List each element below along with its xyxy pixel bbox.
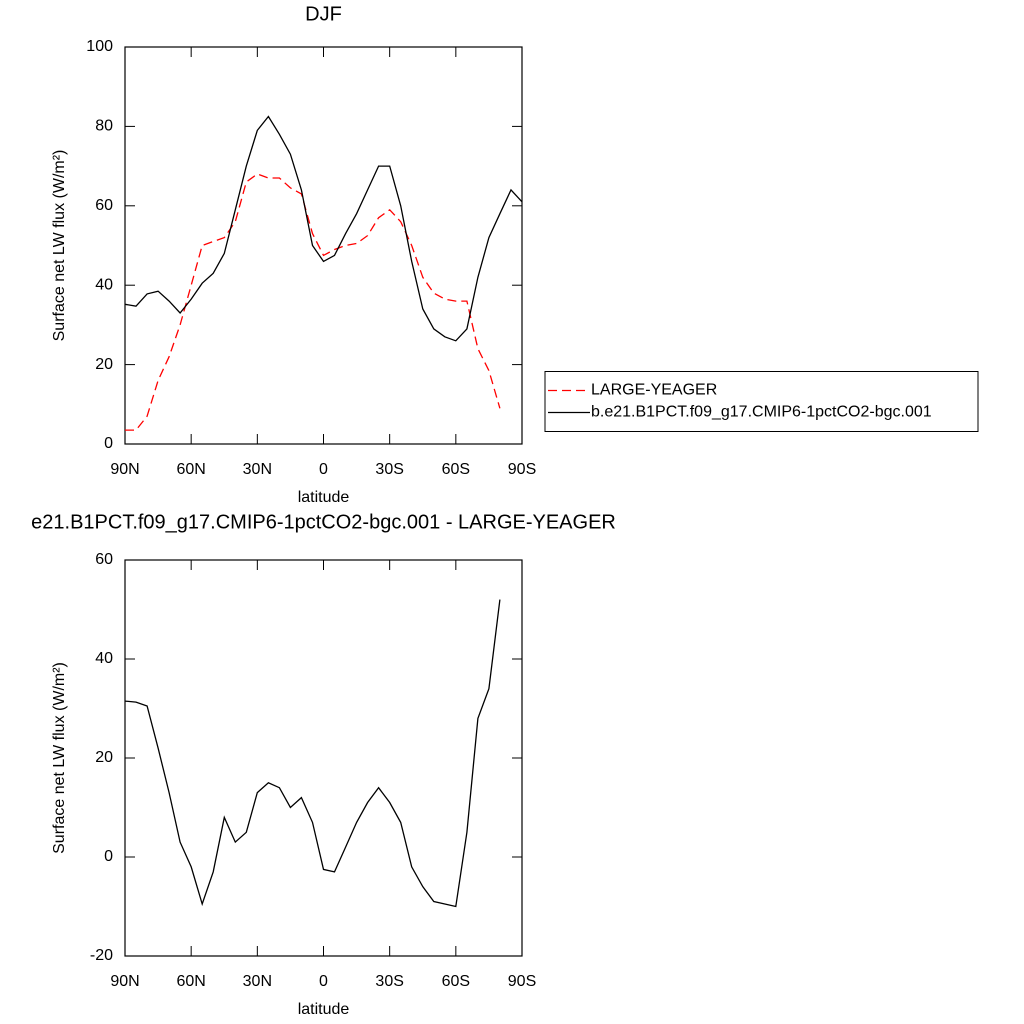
y-tick-label: 20 [95,356,113,373]
x-axis-label: latitude [298,489,350,506]
data-line [125,173,501,431]
y-tick-label: 100 [86,38,113,55]
chart-title: DJF [305,3,342,25]
x-tick-label: 90S [508,973,536,990]
legend-label: b.e21.B1PCT.f09_g17.CMIP6-1pctCO2-bgc.00… [591,404,932,421]
x-tick-label: 30N [243,461,272,478]
y-tick-label: 0 [104,848,113,865]
plot-frame [124,559,523,957]
x-tick-label: 30S [375,461,403,478]
x-tick-label: 60S [442,461,470,478]
x-axis-label: latitude [298,1001,350,1018]
y-axis-label: Surface net LW flux (W/m²) [51,662,68,854]
x-tick-label: 60N [176,461,205,478]
x-tick-label: 30N [243,973,272,990]
y-tick-label: 0 [104,435,113,452]
chart-title: e21.B1PCT.f09_g17.CMIP6-1pctCO2-bgc.001 … [31,511,616,533]
y-tick-label: 40 [95,276,113,293]
legend: LARGE-YEAGER b.e21.B1PCT.f09_g17.CMIP6-1p… [544,371,979,432]
data-line [124,599,501,908]
y-tick-label: 20 [95,749,113,766]
y-tick-label: 40 [95,650,113,667]
x-tick-label: 90N [110,461,139,478]
plot-frame [124,46,523,445]
x-tick-label: 60S [442,973,470,990]
legend-box [544,371,979,432]
y-tick-label: 80 [95,118,113,135]
x-tick-label: 90S [508,461,536,478]
y-tick-label: 60 [95,551,113,568]
y-tick-label: -20 [90,947,113,964]
x-tick-label: 0 [319,461,328,478]
legend-label: LARGE-YEAGER [591,382,717,399]
x-tick-label: 60N [176,973,205,990]
x-tick-label: 0 [319,973,328,990]
y-tick-label: 60 [95,197,113,214]
x-tick-label: 90N [110,973,139,990]
y-axis-label: Surface net LW flux (W/m²) [51,150,68,342]
x-tick-label: 30S [375,973,403,990]
data-line [124,115,523,342]
